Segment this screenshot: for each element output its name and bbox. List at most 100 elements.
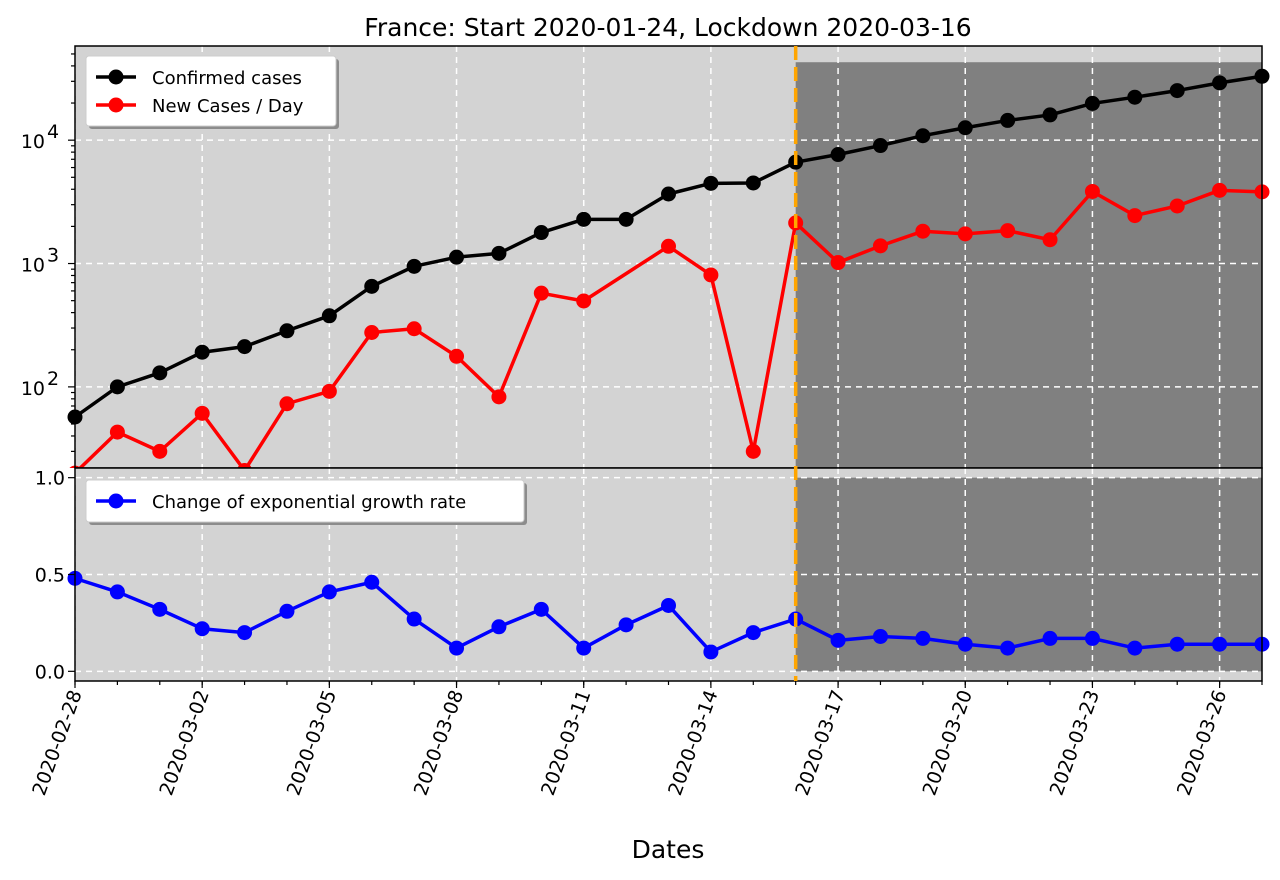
new-cases-per-day-point	[1042, 232, 1058, 248]
lockdown-shade-top	[795, 62, 1262, 468]
growth-rate-change-point	[957, 636, 973, 652]
growth-rate-change-point	[915, 630, 931, 646]
new-cases-per-day-point	[279, 396, 295, 412]
growth-rate-change-point	[745, 625, 761, 641]
new-cases-per-day-point	[661, 238, 676, 254]
growth-rate-change-point	[533, 601, 549, 617]
growth-rate-change-point	[703, 644, 719, 660]
confirmed-cases-point	[1127, 89, 1143, 105]
growth-rate-change-point	[618, 617, 634, 633]
new-cases-per-day-point	[1000, 223, 1016, 239]
confirmed-cases-point	[449, 249, 465, 265]
x-tick-label: 2020-02-28	[28, 687, 86, 798]
new-cases-per-day-point	[533, 285, 549, 301]
new-cases-per-day-point	[449, 348, 465, 364]
y-tick-label-top-exponent: 3	[47, 245, 59, 267]
confirmed-cases-point	[491, 245, 507, 261]
growth-rate-change-point	[491, 619, 507, 635]
new-cases-per-day-point	[237, 462, 252, 468]
growth-rate-change-point	[1084, 630, 1100, 646]
new-cases-per-day-point	[830, 255, 846, 271]
growth-rate-change-point	[194, 621, 210, 637]
confirmed-cases-point	[915, 128, 931, 144]
growth-rate-change-point	[1127, 640, 1143, 656]
legend-marker	[108, 69, 124, 85]
legend-top: Confirmed cases New Cases / Day	[85, 55, 339, 129]
chart-title: France: Start 2020-01-24, Lockdown 2020-…	[364, 13, 971, 42]
bottom-series	[67, 570, 1270, 660]
confirmed-cases-point	[109, 379, 125, 395]
confirmed-cases-point	[237, 339, 253, 355]
new-cases-per-day-point	[915, 223, 931, 239]
growth-rate-change-point	[1000, 640, 1016, 656]
legend-marker	[108, 493, 124, 509]
confirmed-cases-point	[1042, 107, 1058, 123]
y-tick-label-top: 10	[21, 131, 45, 153]
x-axis: 2020-02-28 2020-03-02 2020-03-05 2020-03-08…	[28, 681, 1263, 798]
x-tick-label: 2020-03-05	[283, 687, 341, 798]
x-tick-label: 2020-03-23	[1046, 687, 1104, 798]
growth-rate-change-point	[109, 584, 125, 600]
confirmed-cases-point	[321, 308, 337, 324]
confirmed-cases-point	[957, 120, 973, 136]
new-cases-per-day-point	[745, 443, 761, 459]
x-tick-label: 2020-03-02	[155, 687, 213, 798]
y-tick-label-top: 10	[21, 378, 45, 400]
confirmed-cases-point	[576, 211, 592, 227]
new-cases-per-day-point	[872, 238, 888, 254]
legend-label: Change of exponential growth rate	[152, 492, 466, 513]
new-cases-per-day-point	[321, 383, 337, 399]
new-cases-per-day-point	[703, 267, 719, 283]
x-axis-label: Dates	[632, 835, 705, 864]
growth-rate-change-point	[321, 584, 337, 600]
legend-bottom: Change of exponential growth rate	[85, 479, 527, 525]
x-tick-label: 2020-03-11	[537, 687, 595, 798]
confirmed-cases-point	[406, 258, 422, 274]
x-tick-label: 2020-03-14	[664, 687, 722, 798]
y-tick-label-top-exponent: 4	[47, 121, 59, 143]
growth-rate-change-point	[1169, 636, 1185, 652]
x-tick-label: 2020-03-26	[1173, 687, 1231, 798]
legend-marker	[108, 97, 124, 113]
lockdown-shade-bottom	[795, 477, 1262, 672]
confirmed-cases-point	[194, 344, 210, 360]
new-cases-per-day-point	[1084, 183, 1100, 199]
confirmed-cases-point	[872, 138, 888, 154]
new-cases-per-day-point	[1212, 182, 1228, 198]
legend-label: Confirmed cases	[152, 68, 302, 89]
y-tick-label-top-exponent: 2	[47, 368, 59, 390]
x-tick-label: 2020-03-20	[919, 687, 977, 798]
y-tick-label-top: 10	[21, 255, 45, 277]
legend-box	[85, 479, 525, 523]
confirmed-cases-point	[533, 225, 549, 241]
confirmed-cases-point	[1084, 95, 1100, 111]
confirmed-cases-point	[364, 278, 380, 294]
new-cases-per-day-point	[364, 324, 380, 340]
growth-rate-change-point	[406, 611, 422, 627]
new-cases-per-day-point	[406, 321, 422, 337]
top-series	[67, 68, 1270, 468]
growth-rate-change-point	[449, 640, 465, 656]
growth-rate-change-point	[279, 603, 295, 619]
y-tick-label-bottom: 0.0	[35, 661, 65, 683]
confirmed-cases-point	[661, 186, 676, 202]
legend-box	[85, 55, 337, 127]
confirmed-cases-point	[152, 365, 168, 381]
new-cases-per-day-line	[77, 188, 1263, 468]
new-cases-per-day-point	[1169, 198, 1185, 214]
confirmed-cases-point	[1000, 112, 1016, 128]
x-tick-label: 2020-03-08	[410, 687, 468, 798]
growth-rate-change-point	[872, 628, 888, 644]
y-tick-label-bottom: 0.5	[35, 565, 65, 587]
growth-rate-change-point	[364, 574, 380, 590]
confirmed-cases-point	[1169, 83, 1185, 99]
new-cases-per-day-point	[194, 405, 210, 421]
growth-rate-change-point	[661, 597, 676, 613]
new-cases-per-day-point	[491, 389, 507, 405]
new-cases-per-day-point	[152, 443, 168, 459]
confirmed-cases-point	[1212, 75, 1228, 91]
growth-rate-change-point	[576, 640, 592, 656]
x-tick-label: 2020-03-17	[791, 687, 849, 798]
